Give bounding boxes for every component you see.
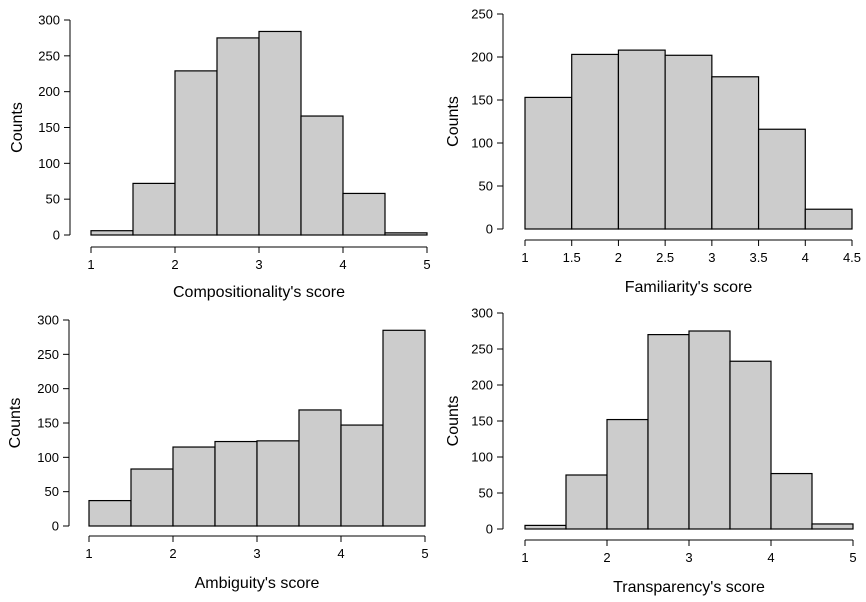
y-tick-label: 100 [471, 136, 493, 151]
histogram-bar [300, 115, 344, 236]
y-tick-label: 150 [471, 414, 493, 429]
histogram-bar [256, 440, 300, 527]
x-tick-label: 4 [767, 550, 774, 565]
histogram-bar [804, 208, 853, 230]
histogram-bar [647, 334, 690, 530]
x-tick-label: 4.5 [843, 250, 861, 265]
histogram-bar [729, 360, 772, 530]
x-axis-title: Transparency's score [613, 579, 765, 596]
histogram-bar [711, 76, 760, 230]
y-tick-label: 0 [52, 519, 59, 534]
y-tick-label: 50 [45, 484, 59, 499]
histogram-panel-1: 0 50 100 150 200 250 300 1 2 3 4 5 Compositionality'… [9, 13, 431, 302]
x-axis-title: Familiarity's score [625, 279, 753, 296]
y-tick-label: 250 [37, 347, 59, 362]
y-tick-label: 300 [38, 13, 60, 28]
y-tick-label: 0 [486, 522, 493, 537]
y-tick-label: 250 [38, 48, 60, 63]
y-axis-title: Counts [445, 396, 462, 447]
histogram-bar [214, 440, 258, 527]
y-tick-label: 150 [37, 416, 59, 431]
y-tick-label: 50 [479, 179, 493, 194]
x-tick-label: 4 [337, 546, 344, 561]
x-tick-label: 1 [87, 257, 94, 272]
histogram-bar [664, 54, 713, 230]
y-axis-title: Counts [7, 398, 24, 449]
histogram-bar [524, 96, 573, 230]
histogram-bar [258, 30, 302, 236]
y-tick-label: 200 [38, 84, 60, 99]
y-tick-label: 50 [46, 192, 60, 207]
y-tick-label: 200 [471, 50, 493, 65]
histogram-bar [132, 182, 176, 236]
x-tick-label: 4 [802, 250, 809, 265]
y-tick-label: 150 [38, 120, 60, 135]
y-tick-label: 0 [486, 222, 493, 237]
x-tick-label: 3.5 [750, 250, 768, 265]
histogram-bar [606, 418, 649, 530]
histogram-bar [571, 53, 620, 230]
histogram-bar [90, 230, 134, 236]
y-tick-label: 300 [471, 306, 493, 321]
histogram-bar [811, 523, 854, 530]
x-tick-label: 3 [253, 546, 260, 561]
histogram-bar [216, 37, 260, 236]
histogram-bar [174, 70, 218, 236]
x-tick-label: 5 [423, 257, 430, 272]
x-tick-label: 1 [521, 550, 528, 565]
y-tick-label: 200 [37, 381, 59, 396]
histogram-bar [565, 474, 608, 530]
y-axis-title: Counts [445, 96, 462, 147]
histogram-bar [617, 49, 666, 230]
y-tick-label: 250 [471, 342, 493, 357]
histogram-bar [130, 468, 174, 527]
x-tick-label: 4 [339, 257, 346, 272]
y-tick-label: 100 [38, 156, 60, 171]
histogram-panel-2: 0 50 100 150 200 250 1 1.5 2 2.5 3 3.5 4 4.5 Familiari… [445, 7, 861, 297]
x-axis-title: Compositionality's score [173, 284, 345, 301]
histogram-bar [384, 232, 428, 236]
histogram-bar [688, 330, 731, 530]
histogram-bar [757, 128, 806, 230]
y-tick-label: 300 [37, 313, 59, 328]
x-tick-label: 2 [169, 546, 176, 561]
histogram-bar [524, 524, 567, 530]
y-tick-label: 100 [37, 450, 59, 465]
x-tick-label: 1 [85, 546, 92, 561]
x-tick-label: 1 [521, 250, 528, 265]
x-tick-label: 3 [708, 250, 715, 265]
y-tick-label: 0 [53, 228, 60, 243]
histogram-bar [770, 472, 813, 530]
histogram-bar [298, 409, 342, 527]
x-tick-label: 5 [421, 546, 428, 561]
histogram-bar [88, 499, 132, 527]
x-tick-label: 2.5 [656, 250, 674, 265]
x-tick-label: 3 [685, 550, 692, 565]
x-tick-label: 5 [849, 550, 856, 565]
x-tick-label: 1.5 [563, 250, 581, 265]
x-tick-label: 2 [171, 257, 178, 272]
histogram-bar [342, 192, 386, 236]
histogram-panel-4: 0 50 100 150 200 250 300 1 2 3 4 5 Transparency's sc… [445, 306, 857, 597]
y-tick-label: 100 [471, 450, 493, 465]
x-tick-label: 3 [255, 257, 262, 272]
histogram-bar [172, 446, 216, 527]
y-tick-label: 250 [471, 7, 493, 22]
y-tick-label: 50 [479, 486, 493, 501]
y-tick-label: 150 [471, 93, 493, 108]
histogram-bar [340, 424, 384, 527]
x-axis-title: Ambiguity's score [195, 575, 320, 592]
x-tick-label: 2 [615, 250, 622, 265]
histogram-panel-3: 0 50 100 150 200 250 300 1 2 3 4 5 Ambiguity's score… [7, 313, 429, 593]
y-tick-label: 200 [471, 378, 493, 393]
y-axis-title: Counts [9, 102, 26, 153]
x-tick-label: 2 [603, 550, 610, 565]
histogram-bar [382, 329, 426, 527]
